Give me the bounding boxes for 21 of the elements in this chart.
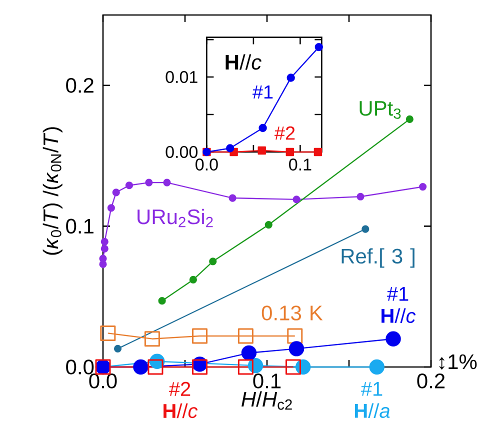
series-label: #1 bbox=[252, 85, 273, 99]
y-tick-label: 0.2 bbox=[66, 78, 94, 93]
series-label: 0.13 K bbox=[262, 306, 323, 320]
series-label: #2 bbox=[274, 126, 295, 140]
series-label: #1 H//a bbox=[355, 382, 390, 418]
text: ↕1% bbox=[439, 354, 477, 370]
y-tick-label: 0.01 bbox=[166, 71, 198, 84]
series-label: UPt$_{3}$ bbox=[360, 101, 401, 119]
annotation: H//c bbox=[226, 54, 262, 70]
y-tick-label: 0.1 bbox=[66, 218, 94, 234]
text: (κ$_{0}$/T) /(κ$_{0N}$/T) bbox=[42, 127, 62, 255]
x-tick-label: 0.2 bbox=[417, 374, 445, 388]
y-tick-label: 0.0 bbox=[66, 360, 94, 374]
series-label: Ref.[ 3 ] bbox=[342, 248, 414, 268]
series-label: #2 H//c bbox=[164, 382, 198, 418]
series-label: URu$_{2}$Si$_{2}$ bbox=[138, 208, 213, 228]
x-tick-label: 0.0 bbox=[89, 374, 117, 388]
series-label: #1 H//c bbox=[382, 287, 416, 323]
x-tick-label: 0.1 bbox=[253, 374, 281, 388]
y-tick-label: 0.00 bbox=[166, 146, 198, 158]
x-axis-title: H/H$_{c2}$ bbox=[242, 391, 292, 410]
